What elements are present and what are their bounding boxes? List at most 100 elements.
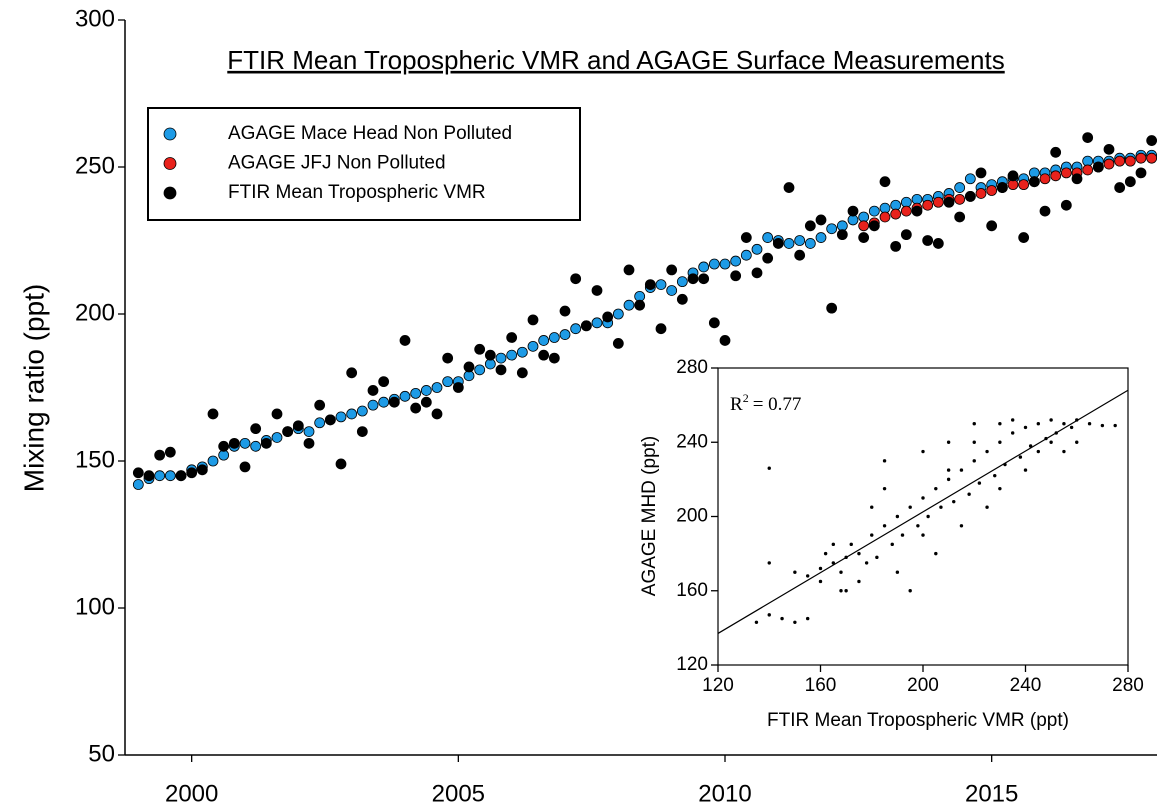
- data-point: [985, 505, 989, 509]
- data-point: [1062, 421, 1066, 426]
- data-point: [762, 252, 774, 264]
- data-point: [868, 220, 880, 232]
- data-point: [516, 367, 528, 379]
- data-point: [900, 533, 905, 537]
- data-point: [282, 426, 294, 438]
- data-point: [143, 470, 155, 482]
- data-point: [882, 524, 887, 528]
- x-tick-label: 280: [1112, 675, 1144, 696]
- legend-label: AGAGE JFJ Non Polluted: [228, 153, 446, 174]
- data-point: [767, 561, 771, 565]
- data-point: [538, 335, 550, 346]
- data-point: [1039, 173, 1051, 185]
- data-point: [804, 238, 816, 249]
- data-point: [946, 477, 951, 482]
- data-point: [1060, 199, 1072, 211]
- legend-label: AGAGE Mace Head Non Polluted: [228, 123, 512, 144]
- data-point: [1124, 176, 1136, 188]
- data-point: [1071, 173, 1083, 185]
- data-point: [367, 399, 379, 411]
- data-point: [356, 405, 368, 417]
- data-point: [921, 533, 925, 537]
- data-point: [1039, 205, 1051, 217]
- data-point: [666, 285, 678, 296]
- data-point: [864, 561, 869, 565]
- data-point: [719, 258, 731, 270]
- data-point: [1092, 161, 1104, 173]
- data-point: [1028, 444, 1033, 448]
- data-point: [1036, 449, 1041, 454]
- data-point: [303, 437, 315, 449]
- data-point: [805, 616, 810, 621]
- data-point: [943, 196, 955, 208]
- data-point: [900, 229, 912, 241]
- data-point: [1010, 418, 1015, 422]
- data-point: [324, 414, 336, 426]
- data-point: [783, 182, 795, 193]
- data-point: [954, 211, 966, 223]
- data-point: [921, 449, 925, 454]
- data-point: [767, 613, 771, 617]
- data-point: [1082, 132, 1094, 144]
- data-point: [875, 555, 879, 560]
- data-point: [1113, 423, 1117, 428]
- data-point: [420, 385, 432, 396]
- data-point: [591, 285, 603, 296]
- data-point: [474, 364, 486, 376]
- data-point: [751, 267, 763, 279]
- data-point: [1018, 455, 1023, 459]
- data-point: [580, 320, 592, 332]
- data-point: [239, 461, 251, 473]
- y-tick-label: 240: [676, 431, 708, 452]
- data-point: [1007, 170, 1019, 182]
- data-point: [831, 542, 836, 547]
- data-point: [804, 220, 816, 232]
- y-tick-label: 160: [676, 580, 708, 601]
- y-tick-label: 150: [75, 446, 115, 473]
- data-point: [1018, 179, 1030, 191]
- data-point: [548, 332, 560, 343]
- data-point: [218, 440, 230, 452]
- data-point: [367, 385, 379, 396]
- data-point: [1103, 143, 1115, 155]
- data-point: [751, 243, 763, 255]
- data-point: [823, 551, 828, 556]
- data-point: [474, 343, 486, 355]
- data-point: [890, 240, 902, 252]
- data-point: [559, 305, 571, 317]
- data-point: [420, 396, 432, 408]
- data-point: [1049, 440, 1053, 444]
- data-point: [687, 273, 699, 285]
- data-point: [964, 173, 976, 185]
- data-point: [972, 459, 976, 463]
- data-point: [954, 182, 966, 193]
- data-point: [612, 337, 624, 349]
- data-point: [977, 481, 982, 485]
- data-point: [868, 205, 880, 217]
- data-point: [612, 308, 624, 320]
- data-point: [730, 270, 742, 282]
- data-point: [1023, 425, 1028, 430]
- data-point: [998, 421, 1002, 426]
- data-point: [676, 276, 688, 288]
- data-point: [959, 468, 964, 472]
- data-point: [858, 220, 870, 232]
- data-point: [260, 437, 272, 449]
- data-point: [1087, 421, 1092, 426]
- annotation-symbol: R: [730, 394, 743, 415]
- legend-box: [147, 107, 581, 221]
- data-point: [570, 323, 582, 335]
- y-tick-label: 120: [676, 654, 708, 675]
- data-point: [1036, 421, 1041, 426]
- data-point: [916, 524, 920, 528]
- data-point: [794, 249, 806, 261]
- inset-x-axis-label: FTIR Mean Tropospheric VMR (ppt): [767, 710, 1069, 731]
- data-point: [993, 473, 997, 478]
- annotation-text: = 0.77: [753, 394, 802, 415]
- data-point: [895, 570, 900, 574]
- data-point: [959, 524, 964, 528]
- data-point: [292, 420, 304, 432]
- data-point: [1018, 232, 1030, 243]
- data-point: [399, 390, 411, 402]
